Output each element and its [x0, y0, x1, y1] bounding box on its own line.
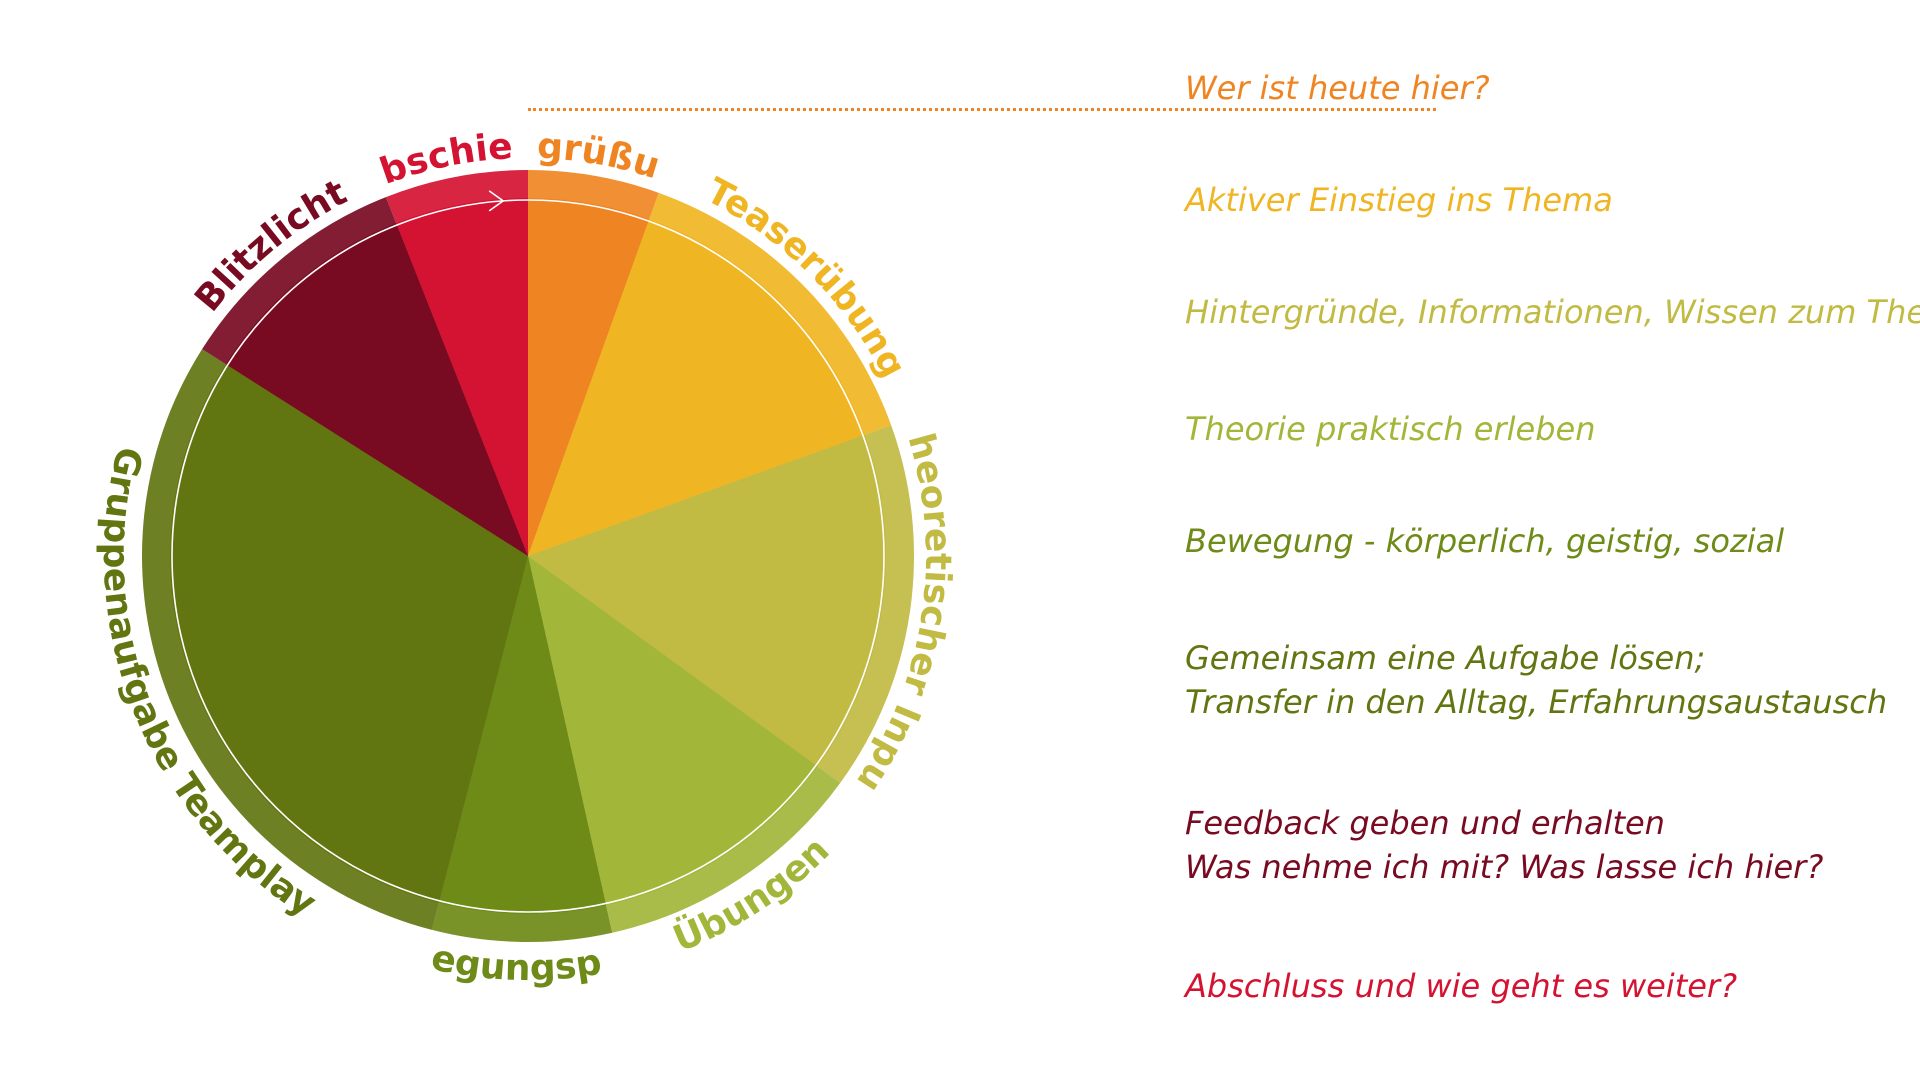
description-line: Hintergründe, Informationen, Wissen zum …	[1185, 293, 1920, 331]
pie-slice	[528, 434, 887, 767]
description-line: Gemeinsam eine Aufgabe lösen;	[1185, 639, 1706, 677]
description-line: Abschluss und wie geht es weiter?	[1185, 967, 1738, 1005]
inner-guide-circle	[171, 190, 885, 913]
pie-slice	[225, 223, 529, 556]
pie-slice	[528, 198, 650, 556]
segment-label: Begrüßung	[0, 0, 664, 187]
description-item: Bewegung - körperlich, geistig, sozial	[1185, 519, 1784, 563]
description-line: Was nehme ich mit? Was lasse ich hier?	[1185, 848, 1824, 886]
pie-slice	[169, 364, 528, 903]
guide-circle	[171, 199, 885, 913]
segment-label: Verabschiedung	[0, 0, 514, 193]
description-item: Aktiver Einstieg ins Thema	[1185, 178, 1613, 222]
description-line: Wer ist heute hier?	[1185, 69, 1490, 107]
pie-slices	[169, 198, 887, 915]
description-item: Wer ist heute hier?	[1185, 66, 1490, 110]
direction-arrow-icon	[488, 190, 505, 212]
description-line: Bewegung - körperlich, geistig, sozial	[1185, 522, 1785, 560]
description-line: Transfer in den Alltag, Erfahrungsaustau…	[1185, 683, 1888, 721]
pie-slice	[396, 198, 528, 556]
pie-slice	[528, 219, 865, 556]
pie-slice	[438, 556, 607, 915]
description-item: Gemeinsam eine Aufgabe lösen; Transfer in…	[1185, 636, 1887, 724]
pie-slice	[528, 556, 818, 906]
description-item: Abschluss und wie geht es weiter?	[1185, 964, 1737, 1008]
dotted-connector-line	[528, 108, 1436, 111]
description-item: Feedback geben und erhalten Was nehme ich…	[1185, 801, 1823, 889]
description-line: Aktiver Einstieg ins Thema	[1185, 181, 1613, 219]
description-line: Feedback geben und erhalten	[1185, 804, 1665, 842]
description-item: Hintergründe, Informationen, Wissen zum …	[1185, 290, 1920, 334]
description-item: Theorie praktisch erleben	[1185, 407, 1595, 451]
description-line: Theorie praktisch erleben	[1185, 410, 1596, 448]
